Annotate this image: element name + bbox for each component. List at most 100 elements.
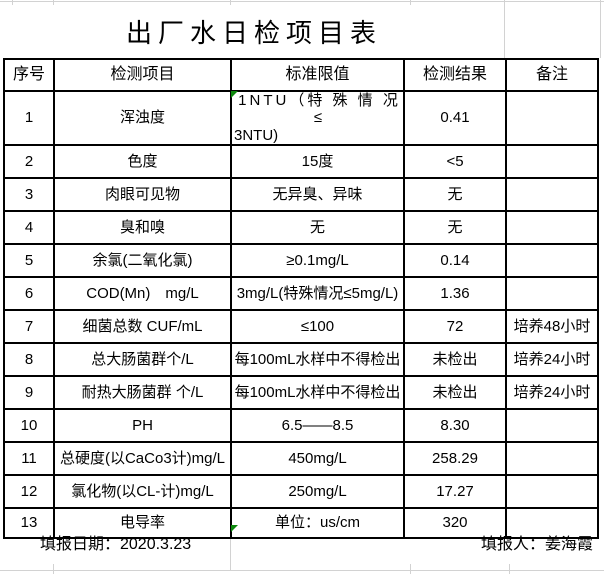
cell-result: 72 — [403, 308, 507, 344]
gridline-footer — [230, 523, 231, 571]
cell-no: 10 — [3, 407, 55, 443]
cell-limit: 1NTU（特 殊 情 况 ≤3NTU) — [230, 90, 405, 146]
cell-limit: ≤100 — [230, 308, 405, 344]
cell-note — [505, 275, 599, 311]
cell-note — [505, 242, 599, 278]
table-row: 10 PH 6.5——8.5 8.30 — [3, 407, 599, 443]
cell-result: 0.14 — [403, 242, 507, 278]
cell-item: 色度 — [53, 143, 232, 179]
column-header-item: 检测项目 — [53, 58, 232, 92]
cell-item: 电导率 — [53, 506, 232, 539]
cell-item: 浑浊度 — [53, 90, 232, 146]
cell-limit: 无 — [230, 209, 405, 245]
gridline-tick — [53, 564, 54, 574]
cell-limit: 每100mL水样中不得检出 — [230, 341, 405, 377]
cell-result: 未检出 — [403, 341, 507, 377]
table-row: 9 耐热大肠菌群 个/L 每100mL水样中不得检出 未检出 培养24小时 — [3, 374, 599, 410]
cell-no: 4 — [3, 209, 55, 245]
cell-no: 2 — [3, 143, 55, 179]
cell-item: PH — [53, 407, 232, 443]
gridline-sheet-right — [600, 0, 601, 58]
cell-result: 8.30 — [403, 407, 507, 443]
limit-line-1: 1NTU（特 殊 情 况 ≤ — [238, 92, 401, 127]
table-row: 11 总硬度(以CaCo3计)mg/L 450mg/L 258.29 — [3, 440, 599, 476]
cell-note — [505, 506, 599, 539]
table-row: 7 细菌总数 CUF/mL ≤100 72 培养48小时 — [3, 308, 599, 344]
table-row: 13 电导率 单位：us/cm 320 — [3, 506, 599, 539]
table-row: 12 氯化物(以CL-计)mg/L 250mg/L 17.27 — [3, 473, 599, 509]
cell-limit: 无异臭、异味 — [230, 176, 405, 212]
page-title: 出厂水日检项目表 — [125, 17, 382, 48]
cell-no: 11 — [3, 440, 55, 476]
cell-limit: 15度 — [230, 143, 405, 179]
cell-limit: 250mg/L — [230, 473, 405, 509]
gridline-tick — [53, 0, 54, 5]
gridline-tick — [12, 0, 13, 5]
gridline-top — [0, 1, 604, 2]
cell-note — [505, 440, 599, 476]
cell-result: <5 — [403, 143, 507, 179]
green-corner-flag-icon — [231, 91, 238, 98]
cell-no: 13 — [3, 506, 55, 539]
cell-no: 12 — [3, 473, 55, 509]
cell-result: 未检出 — [403, 374, 507, 410]
green-corner-flag-icon — [231, 525, 238, 532]
cell-item: 总大肠菌群个/L — [53, 341, 232, 377]
column-header-result: 检测结果 — [403, 58, 507, 92]
inspection-table: 序号 检测项目 标准限值 检测结果 备注 1 浑浊度 1NTU（特 殊 情 况 … — [3, 58, 599, 539]
cell-limit: 单位：us/cm — [230, 506, 405, 539]
table-row: 1 浑浊度 1NTU（特 殊 情 况 ≤3NTU) 0.41 — [3, 90, 599, 146]
cell-limit: 3mg/L(特殊情况≤5mg/L) — [230, 275, 405, 311]
cell-item: 氯化物(以CL-计)mg/L — [53, 473, 232, 509]
table-row: 8 总大肠菌群个/L 每100mL水样中不得检出 未检出 培养24小时 — [3, 341, 599, 377]
cell-no: 8 — [3, 341, 55, 377]
cell-item: 细菌总数 CUF/mL — [53, 308, 232, 344]
cell-result: 320 — [403, 506, 507, 539]
gridline-tick — [230, 0, 231, 5]
gridline-bottom — [0, 570, 604, 571]
cell-result: 17.27 — [403, 473, 507, 509]
cell-note — [505, 143, 599, 179]
sheet-footer: 填报日期：2020.3.23 填报人：姜海霞 — [3, 523, 597, 561]
gridline-tick — [509, 564, 510, 574]
limit-line-2: 3NTU) — [234, 126, 279, 144]
cell-note — [505, 473, 599, 509]
gridline-tick — [410, 564, 411, 574]
cell-note: 培养24小时 — [505, 374, 599, 410]
cell-result: 无 — [403, 209, 507, 245]
cell-no: 1 — [3, 90, 55, 146]
table-row: 6 COD(Mn) mg/L 3mg/L(特殊情况≤5mg/L) 1.36 — [3, 275, 599, 311]
column-header-note: 备注 — [505, 58, 599, 92]
table-row: 3 肉眼可见物 无异臭、异味 无 — [3, 176, 599, 212]
cell-note — [505, 407, 599, 443]
cell-limit: ≥0.1mg/L — [230, 242, 405, 278]
cell-limit: 每100mL水样中不得检出 — [230, 374, 405, 410]
cell-no: 7 — [3, 308, 55, 344]
cell-item: 耐热大肠菌群 个/L — [53, 374, 232, 410]
gridline-tick — [410, 0, 411, 5]
report-date: 填报日期：2020.3.23 — [40, 536, 192, 553]
cell-note: 培养24小时 — [505, 341, 599, 377]
reporter-name: 填报人：姜海霞 — [480, 536, 593, 553]
cell-item: 余氯(二氧化氯) — [53, 242, 232, 278]
cell-result: 1.36 — [403, 275, 507, 311]
cell-result: 258.29 — [403, 440, 507, 476]
cell-note — [505, 209, 599, 245]
cell-item: COD(Mn) mg/L — [53, 275, 232, 311]
cell-no: 5 — [3, 242, 55, 278]
cell-note: 培养48小时 — [505, 308, 599, 344]
cell-limit: 6.5——8.5 — [230, 407, 405, 443]
column-header-limit: 标准限值 — [230, 58, 405, 92]
header-row: 序号 检测项目 标准限值 检测结果 备注 — [3, 58, 599, 92]
cell-note — [505, 176, 599, 212]
table-row: 2 色度 15度 <5 — [3, 143, 599, 179]
cell-result: 无 — [403, 176, 507, 212]
cell-item: 总硬度(以CaCo3计)mg/L — [53, 440, 232, 476]
cell-item: 肉眼可见物 — [53, 176, 232, 212]
cell-no: 3 — [3, 176, 55, 212]
column-header-no: 序号 — [3, 58, 55, 92]
cell-note — [505, 90, 599, 146]
cell-result: 0.41 — [403, 90, 507, 146]
table-row: 5 余氯(二氧化氯) ≥0.1mg/L 0.14 — [3, 242, 599, 278]
cell-no: 6 — [3, 275, 55, 311]
